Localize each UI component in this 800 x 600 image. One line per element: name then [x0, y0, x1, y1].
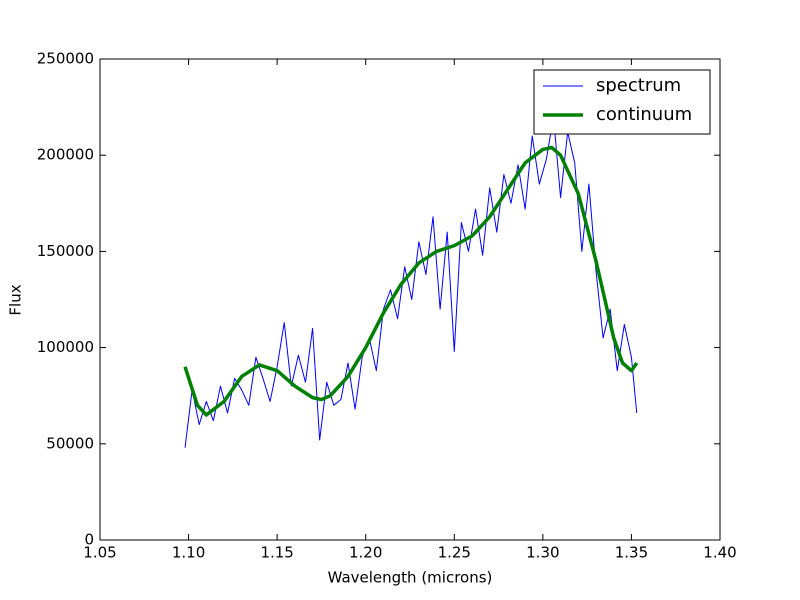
- legend-box: [533, 69, 711, 135]
- y-tick-label: 100000: [37, 338, 94, 356]
- y-tick-label: 150000: [37, 242, 94, 260]
- x-tick-label: 1.20: [349, 544, 382, 562]
- x-tick-label: 1.05: [83, 544, 116, 562]
- x-tick-label: 1.10: [172, 544, 205, 562]
- legend-label: spectrum: [596, 75, 681, 96]
- x-tick-label: 1.15: [260, 544, 293, 562]
- x-tick-label: 1.35: [615, 544, 648, 562]
- y-tick-label: 200000: [37, 146, 94, 164]
- x-tick-label: 1.40: [703, 544, 736, 562]
- series-line: [183, 145, 639, 417]
- y-tick-label: 0: [84, 531, 94, 549]
- legend-label: continuum: [596, 104, 692, 125]
- series-line: [184, 116, 638, 448]
- x-tick-label: 1.25: [438, 544, 471, 562]
- x-tick-label: 1.30: [526, 544, 559, 562]
- y-tick-label: 250000: [37, 50, 94, 68]
- y-tick-label: 50000: [46, 434, 94, 452]
- x-axis-label: Wavelength (microns): [328, 569, 493, 587]
- plot-frame: [99, 58, 721, 541]
- y-axis-label: Flux: [7, 284, 25, 315]
